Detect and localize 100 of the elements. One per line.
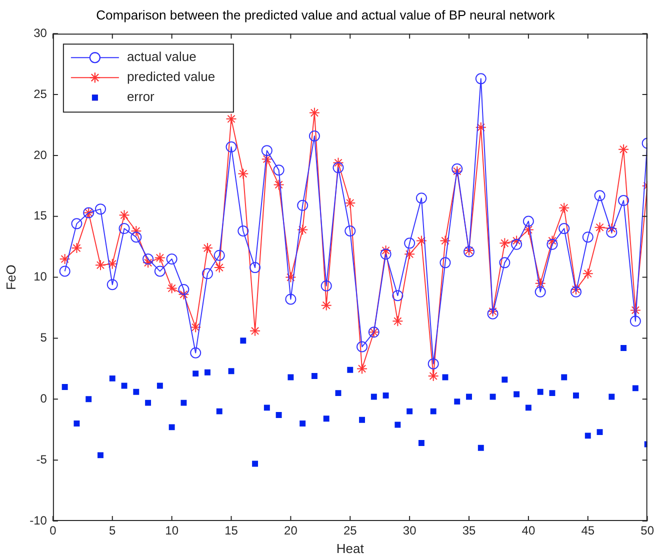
point bbox=[288, 374, 294, 380]
point bbox=[440, 235, 451, 246]
point bbox=[238, 225, 249, 236]
x-tick-label: 30 bbox=[402, 524, 417, 538]
point bbox=[630, 304, 641, 316]
point bbox=[370, 394, 377, 400]
point bbox=[261, 154, 272, 165]
point bbox=[534, 286, 546, 298]
point bbox=[190, 347, 202, 358]
point bbox=[180, 400, 187, 406]
point bbox=[202, 242, 213, 254]
point bbox=[154, 266, 166, 277]
point bbox=[190, 322, 202, 333]
point bbox=[86, 396, 92, 402]
point bbox=[130, 232, 142, 243]
x-tick-label: 35 bbox=[462, 524, 476, 538]
point bbox=[94, 204, 106, 215]
y-tick-label: 0 bbox=[40, 391, 48, 406]
point bbox=[250, 325, 261, 336]
point bbox=[499, 257, 510, 268]
point bbox=[142, 254, 154, 265]
point bbox=[630, 316, 641, 327]
point bbox=[606, 223, 618, 234]
point bbox=[320, 300, 332, 311]
point bbox=[202, 268, 213, 280]
point bbox=[297, 200, 308, 211]
point bbox=[608, 394, 615, 400]
point bbox=[106, 279, 118, 290]
point bbox=[71, 242, 82, 254]
point bbox=[71, 218, 82, 230]
point bbox=[94, 260, 106, 271]
point bbox=[594, 222, 606, 233]
y-tick-label: 5 bbox=[40, 330, 48, 345]
point bbox=[428, 370, 439, 382]
point bbox=[252, 460, 258, 467]
point bbox=[344, 225, 356, 236]
point bbox=[323, 416, 330, 422]
point bbox=[582, 268, 594, 280]
point bbox=[214, 250, 225, 261]
point bbox=[332, 157, 344, 168]
point bbox=[537, 388, 544, 395]
point bbox=[297, 224, 308, 236]
point bbox=[311, 373, 318, 379]
point bbox=[404, 248, 416, 260]
x-tick-label: 0 bbox=[50, 524, 57, 538]
point bbox=[59, 254, 70, 265]
point bbox=[118, 223, 130, 234]
point bbox=[558, 202, 570, 214]
point bbox=[475, 122, 486, 133]
point bbox=[276, 412, 282, 418]
point bbox=[394, 422, 401, 428]
point bbox=[156, 382, 163, 389]
point bbox=[118, 210, 130, 221]
point bbox=[522, 224, 534, 236]
point bbox=[418, 440, 424, 446]
point bbox=[145, 400, 152, 406]
point bbox=[178, 284, 190, 295]
x-tick-label: 50 bbox=[640, 524, 654, 538]
point bbox=[404, 238, 416, 249]
point bbox=[478, 444, 484, 451]
point bbox=[406, 408, 413, 414]
point bbox=[356, 363, 368, 374]
point bbox=[392, 316, 404, 327]
point bbox=[382, 392, 389, 398]
point bbox=[285, 272, 296, 283]
point bbox=[549, 390, 556, 396]
point bbox=[59, 266, 70, 277]
point bbox=[285, 294, 296, 305]
point bbox=[502, 376, 508, 383]
point bbox=[154, 252, 166, 264]
point bbox=[308, 130, 320, 142]
point bbox=[416, 235, 427, 246]
point bbox=[320, 280, 332, 292]
y-tick-label: 30 bbox=[34, 26, 48, 40]
point bbox=[214, 262, 225, 274]
point bbox=[133, 388, 140, 395]
point bbox=[582, 232, 594, 243]
point bbox=[142, 257, 154, 268]
point bbox=[226, 141, 237, 152]
y-tick-label: 10 bbox=[34, 270, 48, 284]
point bbox=[466, 394, 472, 400]
point bbox=[130, 225, 142, 236]
point bbox=[359, 416, 365, 423]
x-tick-label: 15 bbox=[224, 524, 238, 538]
point bbox=[273, 164, 284, 176]
point bbox=[226, 113, 237, 124]
point bbox=[204, 369, 210, 376]
point bbox=[511, 238, 522, 250]
point bbox=[344, 197, 356, 208]
point bbox=[487, 308, 498, 320]
point bbox=[192, 370, 199, 377]
point bbox=[490, 394, 496, 400]
legend-label: predicted value bbox=[126, 69, 216, 84]
point bbox=[570, 284, 582, 295]
y-axis-title: FeO bbox=[3, 264, 18, 290]
point bbox=[250, 262, 261, 274]
point bbox=[106, 258, 118, 270]
point bbox=[300, 420, 306, 426]
y-tick-label: -5 bbox=[36, 452, 48, 466]
point bbox=[632, 385, 638, 392]
